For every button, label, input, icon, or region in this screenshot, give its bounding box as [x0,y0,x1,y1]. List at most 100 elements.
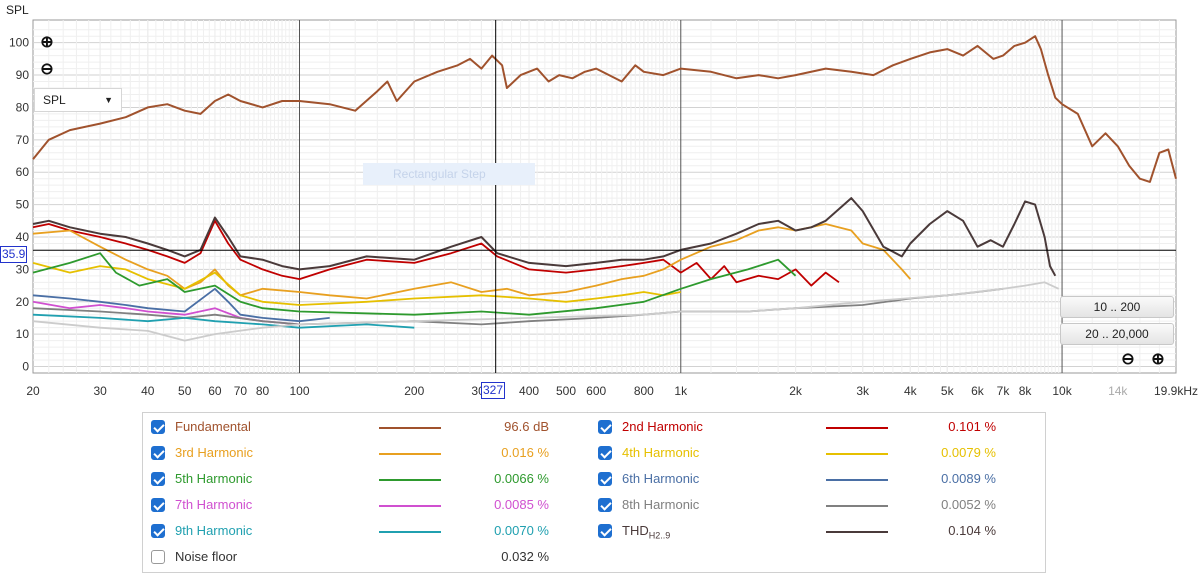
x-tick-label: 3k [856,384,870,398]
legend-swatch-line [379,505,441,507]
y-tick-label: 80 [16,100,30,114]
legend-label: 4th Harmonic [622,445,700,460]
x-tick-label: 19.9kHz [1154,384,1198,398]
legend-value: 0.032 % [501,549,549,564]
cursor-freq-label: 327 [481,382,506,399]
legend-label: 5th Harmonic [175,471,253,486]
y-tick-label: 70 [16,133,30,147]
legend-checkbox[interactable] [598,472,612,486]
y-tick-label: 60 [16,165,30,179]
legend-label: 3rd Harmonic [175,445,254,460]
legend-checkbox[interactable] [598,498,612,512]
range-button-10-200[interactable]: 10 .. 200 [1060,296,1174,318]
x-tick-label: 30 [93,384,107,398]
y-tick-label: 90 [16,68,30,82]
legend-label-sub: H2..9 [648,530,671,541]
legend-value: 0.0079 % [941,445,996,460]
legend-label: Noise floor [175,549,238,564]
plot-area [32,19,1177,374]
series-2nd-harmonic [32,219,840,287]
x-tick-label: 14k [1108,384,1128,398]
x-tick-label: 50 [178,384,192,398]
series-fundamental [32,35,1177,183]
x-tick-label: 1k [674,384,688,398]
y-tick-label: 0 [22,360,29,374]
legend-checkbox[interactable] [151,472,165,486]
y-tick-label: 100 [9,36,29,50]
x-tick-label: 40 [141,384,155,398]
legend-value: 0.0052 % [941,497,996,512]
legend-value: 0.016 % [501,445,549,460]
legend-checkbox[interactable] [151,420,165,434]
legend-swatch-line [379,531,441,533]
x-tick-label: 2k [789,384,803,398]
legend-label: THDH2..9 [622,523,671,541]
x-tick-label: 70 [234,384,248,398]
series-9th-harmonic [32,313,415,329]
zoom-out-icon[interactable]: ⊖ [40,61,54,78]
x-tick-label: 500 [556,384,576,398]
legend-swatch-line [826,479,888,481]
y-tick-label: 50 [16,198,30,212]
ghost-tooltip: Rectangular Step [363,163,535,185]
legend-swatch-line [826,427,888,429]
x-tick-label: 7k [997,384,1011,398]
series-noise-floor [32,281,1060,342]
spl-chart[interactable]: 0 10 20 30 40 50 60 70 80 90 100 20 30 40 50 60 70 80 100 2… [0,0,1202,410]
measurement-select[interactable]: SPL ▼ [34,88,122,112]
chart-svg: 0 10 20 30 40 50 60 70 80 90 100 20 30 40 50 60 70 80 100 2… [9,19,1198,398]
legend-checkbox[interactable] [151,446,165,460]
x-tick-label: 10k [1052,384,1072,398]
legend-label: Fundamental [175,419,251,434]
y-tick-label: 10 [16,327,30,341]
x-tick-label: 4k [904,384,918,398]
y-axis-title: SPL [6,3,29,17]
x-tick-label: 100 [289,384,309,398]
legend-value: 96.6 dB [504,419,549,434]
x-zoom-out-icon[interactable]: ⊖ [1121,351,1135,368]
x-tick-label: 400 [519,384,539,398]
legend-value: 0.0066 % [494,471,549,486]
y-tick-label: 30 [16,262,30,276]
series-thd [32,197,1057,277]
legend-checkbox[interactable] [151,550,165,564]
zoom-in-icon[interactable]: ⊕ [40,34,54,51]
legend-label: 7th Harmonic [175,497,253,512]
legend-checkbox[interactable] [598,420,612,434]
legend-swatch-line [826,453,888,455]
legend-swatch-line [379,453,441,455]
x-tick-label: 800 [634,384,654,398]
legend-checkbox[interactable] [598,524,612,538]
x-tick-label: 600 [586,384,606,398]
y-tick-label: 20 [16,295,30,309]
legend-value: 0.0089 % [941,471,996,486]
legend-swatch-line [826,531,888,533]
legend-label: 8th Harmonic [622,497,700,512]
x-tick-label: 6k [971,384,985,398]
x-tick-label: 80 [256,384,270,398]
x-tick-label: 8k [1019,384,1033,398]
legend-swatch-line [826,505,888,507]
cursor-level-label: 35.9 [0,246,28,263]
measurement-select-value: SPL [43,93,66,107]
legend-swatch-line [379,427,441,429]
legend-checkbox[interactable] [151,524,165,538]
y-tick-label: 40 [16,230,30,244]
series-5th-harmonic [32,252,797,316]
legend-checkbox[interactable] [598,446,612,460]
chevron-down-icon: ▼ [104,95,113,105]
x-tick-label: 60 [208,384,222,398]
legend-value: 0.104 % [948,523,996,538]
range-button-20-20000[interactable]: 20 .. 20,000 [1060,323,1174,345]
legend-value: 0.101 % [948,419,996,434]
x-tick-label: 5k [941,384,955,398]
x-zoom-in-icon[interactable]: ⊕ [1151,351,1165,368]
legend-panel: Fundamental 96.6 dB 2nd Harmonic 0.101 % 3rd… [142,412,1046,573]
legend-checkbox[interactable] [151,498,165,512]
legend-value: 0.0070 % [494,523,549,538]
legend-value: 0.0085 % [494,497,549,512]
legend-label: 2nd Harmonic [622,419,703,434]
x-tick-label: 200 [404,384,424,398]
legend-swatch-line [379,479,441,481]
series-4th-harmonic [32,262,681,306]
